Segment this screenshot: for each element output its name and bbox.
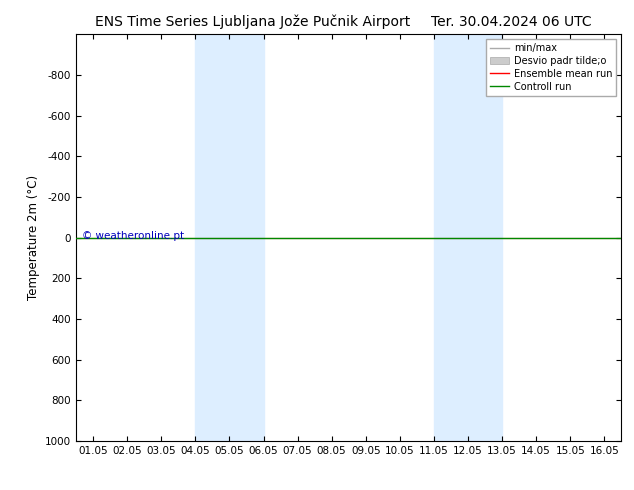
Y-axis label: Temperature 2m (°C): Temperature 2m (°C) <box>27 175 39 300</box>
Text: ENS Time Series Ljubljana Jože Pučnik Airport: ENS Time Series Ljubljana Jože Pučnik Ai… <box>95 15 410 29</box>
Legend: min/max, Desvio padr tilde;o, Ensemble mean run, Controll run: min/max, Desvio padr tilde;o, Ensemble m… <box>486 39 616 96</box>
Bar <box>434 34 502 441</box>
Text: © weatheronline.pt: © weatheronline.pt <box>82 231 184 241</box>
Text: Ter. 30.04.2024 06 UTC: Ter. 30.04.2024 06 UTC <box>431 15 592 29</box>
Bar <box>195 34 264 441</box>
